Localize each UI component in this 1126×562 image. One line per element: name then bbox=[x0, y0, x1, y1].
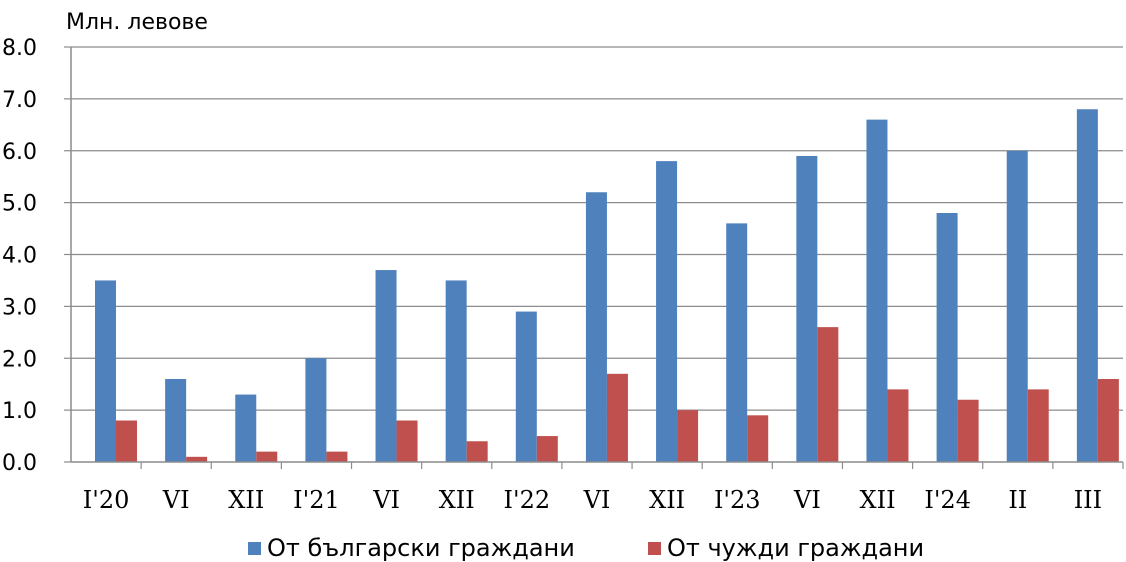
bar-foreign bbox=[677, 410, 699, 462]
x-tick-label: VI bbox=[162, 486, 190, 514]
x-tick-label: XII bbox=[860, 486, 896, 514]
legend-item-bulgarian-citizens: От български граждани bbox=[248, 534, 575, 562]
x-tick-label: VI bbox=[793, 486, 821, 514]
bar-foreign bbox=[116, 420, 137, 462]
x-tick-label: XII bbox=[228, 486, 264, 514]
bar-foreign bbox=[326, 451, 348, 462]
y-tick-label: 4.0 bbox=[2, 244, 37, 269]
bar-foreign bbox=[1097, 379, 1119, 462]
bar-bulgarian bbox=[165, 379, 187, 462]
bar-bulgarian bbox=[445, 280, 467, 462]
bar-bulgarian bbox=[936, 213, 958, 462]
bar-bulgarian bbox=[1076, 109, 1098, 462]
bar-bulgarian bbox=[585, 192, 607, 462]
y-tick-label: 8.0 bbox=[2, 36, 37, 61]
legend-swatch-bulgarian-citizens bbox=[248, 541, 261, 555]
bar-foreign bbox=[466, 441, 488, 462]
bar-foreign bbox=[536, 436, 558, 462]
legend-label-bulgarian-citizens: От български граждани bbox=[267, 534, 575, 562]
x-tick-label: II bbox=[1008, 486, 1027, 514]
bar-bulgarian bbox=[866, 119, 888, 462]
bar-foreign bbox=[1027, 389, 1049, 462]
bar-bulgarian bbox=[796, 155, 818, 462]
x-tick-label: III bbox=[1074, 486, 1102, 514]
y-tick-label: 0.0 bbox=[2, 451, 37, 476]
bar-bulgarian bbox=[375, 270, 397, 462]
legend-item-foreign-citizens: От чужди граждани bbox=[648, 534, 924, 562]
bar-chart: 0.0 1.0 2.0 3.0 4.0 5.0 6.0 7.0 8.0 I'20 VI XII I'21… bbox=[2, 36, 1124, 514]
x-tick-label: XII bbox=[649, 486, 685, 514]
legend: От български граждани От чужди граждани bbox=[0, 534, 1126, 562]
x-tick-label: XII bbox=[439, 486, 475, 514]
bar-foreign bbox=[747, 415, 769, 462]
bar-foreign bbox=[256, 451, 278, 462]
legend-label-foreign-citizens: От чужди граждани bbox=[667, 534, 925, 562]
bar-bulgarian bbox=[305, 358, 327, 462]
x-tick-label: VI bbox=[372, 486, 400, 514]
y-tick-label: 2.0 bbox=[2, 347, 37, 372]
y-tick-label: 3.0 bbox=[2, 295, 37, 320]
bar-bulgarian bbox=[726, 223, 748, 462]
legend-swatch-foreign-citizens bbox=[648, 541, 661, 555]
bar-bulgarian bbox=[95, 280, 116, 462]
y-axis-unit-label: Млн. левове bbox=[66, 10, 208, 35]
bar-bulgarian bbox=[1006, 150, 1028, 462]
x-tick-label: VI bbox=[583, 486, 611, 514]
x-tick-label: I'21 bbox=[293, 486, 340, 514]
y-tick-label: 5.0 bbox=[2, 192, 37, 217]
x-tick-label: I'22 bbox=[504, 486, 551, 514]
bar-foreign bbox=[887, 389, 909, 462]
bar-bulgarian bbox=[515, 311, 537, 462]
y-tick-label: 7.0 bbox=[2, 88, 37, 113]
bar-foreign bbox=[606, 373, 628, 462]
bar-foreign bbox=[186, 456, 208, 462]
bar-bulgarian bbox=[235, 394, 257, 462]
x-tick-label: I'20 bbox=[83, 486, 130, 514]
y-tick-label: 6.0 bbox=[2, 140, 37, 165]
bar-foreign bbox=[396, 420, 418, 462]
x-tick-label: I'24 bbox=[924, 486, 971, 514]
bar-foreign bbox=[817, 327, 839, 462]
y-tick-label: 1.0 bbox=[2, 399, 37, 424]
x-tick-label: I'23 bbox=[714, 486, 761, 514]
bar-bulgarian bbox=[656, 161, 678, 462]
bar-foreign bbox=[957, 399, 979, 462]
